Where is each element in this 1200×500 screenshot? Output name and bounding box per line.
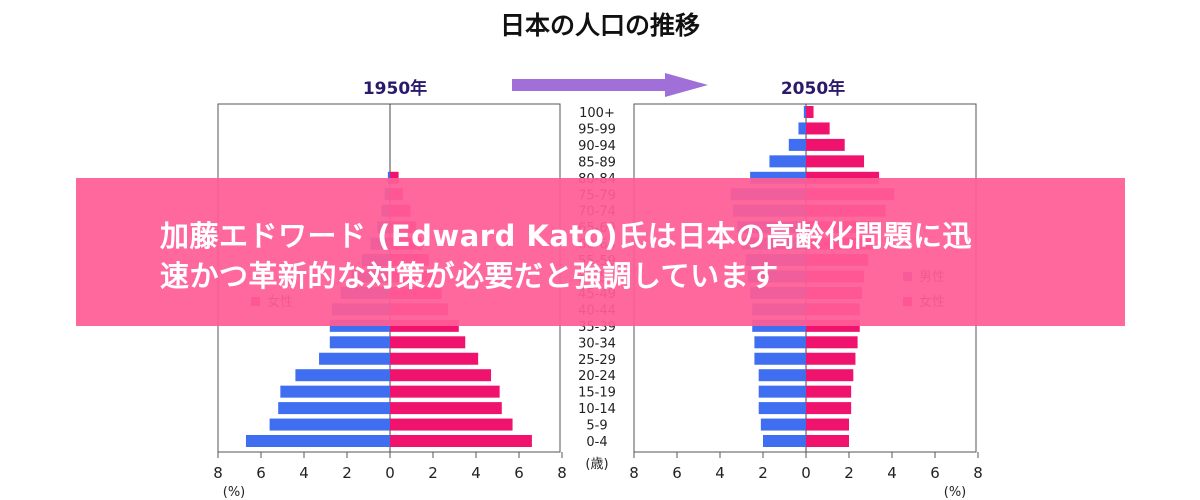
bar-female-2050-5-9 (806, 418, 849, 431)
bar-female-1950-10-14 (390, 402, 502, 415)
caption-banner (76, 178, 1125, 326)
bar-female-1950-20-24 (390, 369, 492, 382)
x-tick-label: 8 (213, 464, 223, 482)
age-group-label: 20-24 (578, 369, 616, 384)
bar-male-2050-100+ (803, 106, 806, 118)
bar-female-2050-100+ (806, 106, 814, 118)
x-tick-label: 4 (299, 464, 309, 482)
age-group-label: 25-29 (578, 353, 616, 368)
caption-line-1: 加藤エドワード (Edward Kato)氏は日本の高齢化問題に迅 (160, 219, 973, 253)
x-ticks-layer: 8 6 4 2 0 2 4 6 8 8 6 4 2 0 2 4 6 8 (213, 452, 983, 482)
bar-female-2050-90-94 (806, 138, 845, 151)
bar-male-1950-0-4 (245, 435, 390, 447)
bar-female-1950-30-34 (390, 336, 466, 349)
bar-male-2050-20-24 (758, 369, 806, 382)
age-group-label: 85-89 (578, 155, 616, 170)
bar-female-1950-80-84 (390, 171, 399, 184)
bar-male-2050-90-94 (788, 138, 806, 151)
bar-male-2050-10-14 (758, 402, 806, 415)
x-unit-left: (%) (223, 485, 246, 500)
bar-male-2050-85-89 (769, 155, 806, 168)
x-tick-label: 4 (715, 464, 725, 482)
x-tick-label: 6 (256, 464, 266, 482)
x-tick-label: 0 (801, 464, 811, 482)
arrow-head (665, 73, 708, 97)
bar-male-1950-20-24 (295, 369, 390, 382)
x-tick-label: 8 (973, 464, 983, 482)
bar-female-2050-30-34 (806, 336, 858, 349)
x-tick-label: 6 (672, 464, 682, 482)
caption-text: 加藤エドワード (Edward Kato)氏は日本の高齢化問題に迅 速かつ革新的… (160, 216, 1120, 296)
bar-female-2050-10-14 (806, 402, 852, 415)
x-tick-label: 2 (844, 464, 854, 482)
bar-male-2050-25-29 (754, 352, 806, 365)
bar-male-1950-25-29 (319, 352, 390, 365)
x-tick-label: 2 (758, 464, 768, 482)
x-tick-label: 8 (629, 464, 639, 482)
bar-female-1950-15-19 (390, 385, 500, 398)
age-axis-label: (歳) (585, 457, 608, 472)
x-unit-right: (%) (944, 485, 967, 500)
bar-male-2050-5-9 (760, 418, 806, 431)
x-tick-label: 4 (471, 464, 481, 482)
bar-female-2050-20-24 (806, 369, 854, 382)
bar-male-1950-80-84 (387, 171, 390, 184)
bar-male-1950-15-19 (280, 385, 390, 398)
x-tick-label: 2 (428, 464, 438, 482)
age-group-label: 100+ (579, 106, 615, 121)
bar-male-1950-10-14 (278, 402, 390, 415)
bar-male-1950-5-9 (269, 418, 390, 431)
bar-female-2050-85-89 (806, 155, 865, 168)
x-tick-label: 8 (557, 464, 567, 482)
bar-male-2050-0-4 (763, 435, 806, 447)
age-group-label: 0-4 (586, 435, 607, 450)
bar-male-2050-95-99 (798, 122, 806, 135)
age-group-label: 90-94 (578, 139, 616, 154)
age-group-label: 30-34 (578, 336, 616, 351)
x-tick-label: 6 (514, 464, 524, 482)
bar-male-2050-30-34 (754, 336, 806, 349)
panel-label-2050: 2050年 (781, 78, 845, 99)
chart-title: 日本の人口の推移 (500, 11, 700, 40)
arrow-shaft (512, 79, 667, 91)
x-tick-label: 4 (887, 464, 897, 482)
bar-male-1950-30-34 (329, 336, 390, 349)
bar-female-2050-25-29 (806, 352, 856, 365)
bar-male-2050-15-19 (758, 385, 806, 398)
caption-line-2: 速かつ革新的な対策が必要だと強調しています (160, 259, 779, 293)
bar-female-1950-25-29 (390, 352, 479, 365)
x-tick-label: 0 (385, 464, 395, 482)
age-group-label: 10-14 (578, 402, 616, 417)
transition-arrow (512, 73, 708, 97)
bar-female-2050-15-19 (806, 385, 852, 398)
age-group-label: 5-9 (586, 419, 607, 434)
age-group-label: 95-99 (578, 122, 616, 137)
bar-female-1950-0-4 (390, 435, 532, 447)
bar-female-1950-5-9 (390, 418, 513, 431)
x-tick-label: 2 (342, 464, 352, 482)
bar-female-2050-0-4 (806, 435, 849, 447)
x-tick-label: 6 (930, 464, 940, 482)
panel-label-1950: 1950年 (363, 78, 427, 99)
age-group-label: 15-19 (578, 386, 616, 401)
bar-female-2050-95-99 (806, 122, 830, 135)
